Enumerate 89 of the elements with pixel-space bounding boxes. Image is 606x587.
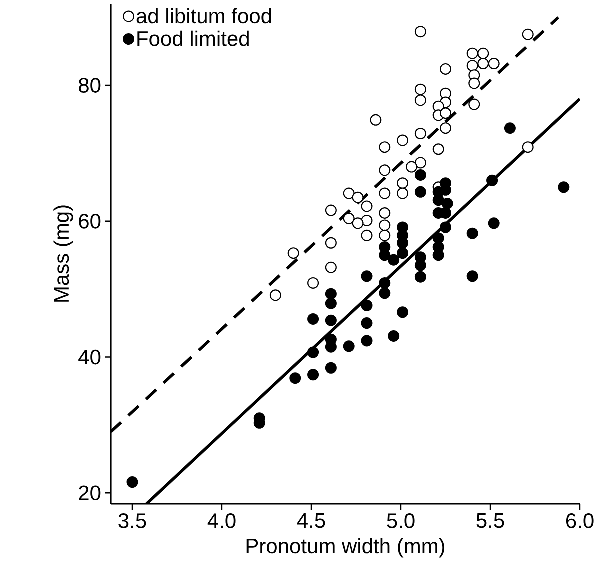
x-tick-label: 4.0 [208,514,236,528]
point [468,78,480,90]
point [440,222,452,234]
point [414,169,426,181]
point [488,218,500,230]
point [361,200,373,212]
point [361,335,373,347]
point [414,128,426,140]
y-tick-label: 80 [79,78,101,93]
point [442,198,454,210]
point [325,237,337,249]
x-axis-title: Pronotum width (mm) [246,538,445,558]
y-tick-label: 60 [79,214,101,229]
point [414,84,426,96]
point [379,220,391,232]
point [343,340,355,352]
point [486,174,498,186]
y-axis-title: Mass (mg) [54,206,74,302]
point [414,26,426,38]
point [361,318,373,330]
point [308,346,320,358]
point [397,188,409,200]
point [414,271,426,283]
point [558,182,570,194]
point [361,214,373,226]
point [270,290,282,302]
point [488,58,500,70]
y-tick-label: 40 [78,350,101,365]
point [343,188,355,200]
point [126,476,138,488]
point [290,372,302,384]
point [388,330,400,342]
point [379,250,391,262]
x-tick-label: 5.0 [387,514,415,528]
point [414,94,426,106]
point [478,58,490,70]
point [379,230,391,242]
point [379,142,391,154]
point [466,270,478,282]
point [325,204,337,216]
point [325,262,337,274]
point [466,60,478,72]
point [379,164,391,176]
point [325,314,337,326]
point [288,248,300,260]
point [522,142,534,154]
x-tick-label: 5.5 [476,514,504,528]
point [308,313,320,325]
y-tick-label: 20 [79,486,101,501]
point [379,207,391,219]
point [325,288,337,300]
point [361,270,373,282]
point [440,63,452,75]
point [414,157,426,169]
point [388,254,400,266]
point [468,98,480,110]
point [379,288,391,300]
point [352,218,364,230]
point [432,194,444,206]
point [379,188,391,200]
point [308,369,320,381]
point [352,192,364,204]
point [361,300,373,312]
legend-label: Food limited [138,30,249,46]
legend-label: ad libitum food [136,8,272,24]
point [325,298,337,310]
point [308,277,320,289]
point [397,248,409,260]
point [397,134,409,146]
point [361,230,373,242]
point [440,108,452,120]
point [504,122,516,134]
point [397,306,409,318]
point [406,161,418,173]
point [522,28,534,40]
point [478,48,490,60]
point [325,362,337,374]
point [370,114,382,126]
point [432,144,444,156]
point [466,228,478,240]
point [440,122,452,134]
point [432,250,444,262]
x-tick-label: 4.5 [297,514,326,528]
point [466,48,478,60]
point [397,178,409,190]
x-tick-label: 6.0 [566,514,594,528]
point [414,186,426,198]
point [379,277,391,289]
x-tick-label: 3.5 [118,514,146,528]
